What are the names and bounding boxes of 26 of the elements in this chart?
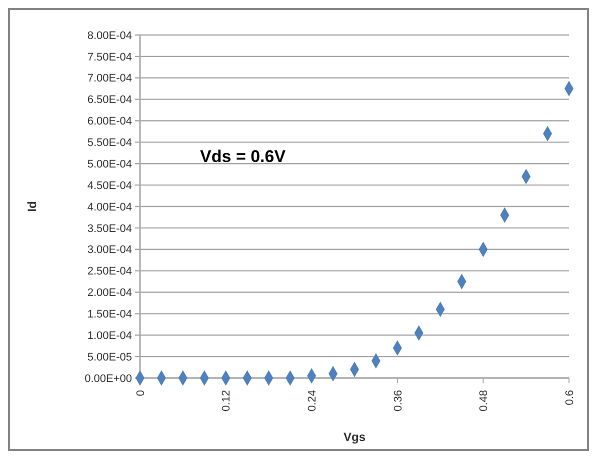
y-tick-label: 1.00E-04 (87, 330, 132, 342)
y-tick-label: 8.00E-04 (87, 30, 132, 42)
x-tick-label: 0.6 (564, 390, 576, 406)
y-tick-label: 3.50E-04 (87, 222, 132, 235)
x-tick-label: 0 (134, 390, 147, 396)
y-tick-label: 2.50E-04 (87, 266, 132, 278)
y-tick-label: 5.00E-05 (87, 351, 132, 364)
x-tick-label: 0.36 (392, 390, 404, 412)
x-axis-title: Vgs (343, 430, 366, 444)
y-tick-label: 2.00E-04 (87, 287, 132, 300)
y-tick-label: 3.00E-04 (87, 244, 132, 256)
y-tick-label: 6.50E-04 (87, 94, 132, 106)
y-tick-label: 7.00E-04 (87, 72, 132, 85)
y-tick-label: 0.00E+00 (84, 372, 132, 385)
y-axis-title: Id (25, 201, 39, 212)
y-tick-label: 4.00E-04 (87, 201, 132, 214)
y-tick-label: 6.00E-04 (87, 116, 132, 128)
x-tick-label: 0.48 (478, 390, 490, 412)
y-tick-label: 1.50E-04 (87, 308, 132, 321)
x-tick-label: 0.12 (220, 390, 233, 412)
y-tick-label: 5.00E-04 (87, 158, 132, 170)
x-tick-label: 0.24 (306, 390, 318, 412)
y-tick-label: 7.50E-04 (87, 51, 132, 64)
y-tick-label: 5.50E-04 (87, 137, 132, 150)
y-tick-label: 4.50E-04 (87, 180, 132, 192)
annotation: Vds = 0.6V (200, 146, 286, 166)
